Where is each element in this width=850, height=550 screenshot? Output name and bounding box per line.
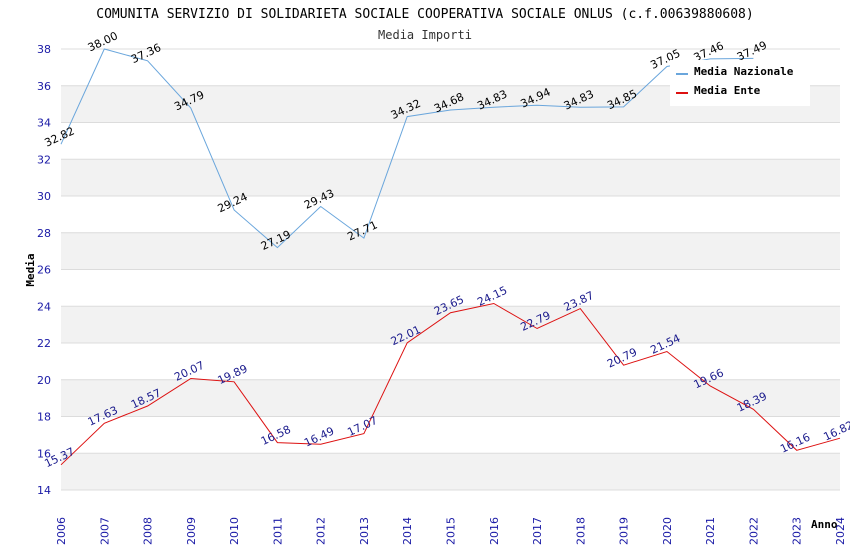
chart-title: COMUNITA SERVIZIO DI SOLIDARIETA SOCIALE… bbox=[96, 7, 753, 22]
legend-label-media-ente: Media Ente bbox=[694, 84, 761, 97]
grid-band bbox=[61, 416, 840, 454]
grid-band bbox=[61, 343, 840, 380]
x-tick-label: 2022 bbox=[747, 517, 760, 545]
x-tick-label: 2006 bbox=[55, 517, 68, 545]
series-line-media-ente bbox=[60, 302, 841, 466]
y-tick-label: 38 bbox=[37, 43, 51, 56]
y-tick-label: 30 bbox=[37, 190, 51, 203]
grid-bands bbox=[61, 48, 840, 491]
x-tick-label: 2018 bbox=[574, 517, 587, 545]
y-axis-label: Media bbox=[24, 253, 37, 286]
grid-band bbox=[61, 122, 840, 160]
legend-label-media-nazionale: Media Nazionale bbox=[694, 65, 794, 78]
grid-band bbox=[61, 232, 840, 270]
y-tick-label: 20 bbox=[37, 374, 51, 387]
x-tick-label: 2008 bbox=[142, 517, 155, 545]
y-tick-label: 34 bbox=[37, 117, 51, 130]
x-tick-label: 2011 bbox=[271, 517, 284, 545]
x-tick-label: 2020 bbox=[661, 517, 674, 545]
legend: Media Nazionale Media Ente bbox=[670, 60, 810, 106]
x-tick-label: 2014 bbox=[401, 517, 414, 545]
x-axis-label: Anno bbox=[811, 518, 838, 531]
grid-band bbox=[61, 196, 840, 233]
y-tick-label: 28 bbox=[37, 227, 51, 240]
x-tick-label: 2012 bbox=[315, 517, 328, 545]
y-tick-label: 36 bbox=[37, 80, 51, 93]
y-tick-label: 32 bbox=[37, 153, 51, 166]
x-tick-label: 2015 bbox=[445, 517, 458, 545]
y-tick-label: 14 bbox=[37, 484, 51, 497]
grid-band bbox=[61, 159, 840, 196]
y-tick-label: 26 bbox=[37, 264, 51, 277]
grid-band bbox=[61, 453, 840, 490]
y-tick-label: 22 bbox=[37, 337, 51, 350]
series-line-media-nazionale bbox=[60, 48, 754, 249]
x-tick-label: 2016 bbox=[488, 517, 501, 545]
x-tick-label: 2009 bbox=[185, 517, 198, 545]
x-tick-label: 2024 bbox=[834, 517, 847, 545]
chart-subtitle: Media Importi bbox=[378, 28, 472, 42]
x-tick-label: 2013 bbox=[358, 517, 371, 545]
series-group bbox=[60, 48, 841, 466]
y-tick-label: 24 bbox=[37, 300, 51, 313]
x-tick-label: 2021 bbox=[704, 517, 717, 545]
grid-band bbox=[61, 269, 840, 307]
legend-box bbox=[670, 60, 810, 106]
x-tick-label: 2019 bbox=[618, 517, 631, 545]
x-tick-label: 2023 bbox=[791, 517, 804, 545]
x-tick-label: 2007 bbox=[98, 517, 111, 545]
x-tick-label: 2017 bbox=[531, 517, 544, 545]
x-tick-label: 2010 bbox=[228, 517, 241, 545]
x-axis-ticks: 2006 2007 2008 2009 2010 2011 2012 2013 2014 2015… bbox=[55, 517, 847, 545]
y-axis-ticks: 14 16 18 20 22 24 26 28 30 32 34 36 38 bbox=[37, 43, 51, 497]
grid-band bbox=[61, 379, 840, 417]
y-tick-label: 16 bbox=[37, 447, 51, 460]
y-tick-label: 18 bbox=[37, 411, 51, 424]
